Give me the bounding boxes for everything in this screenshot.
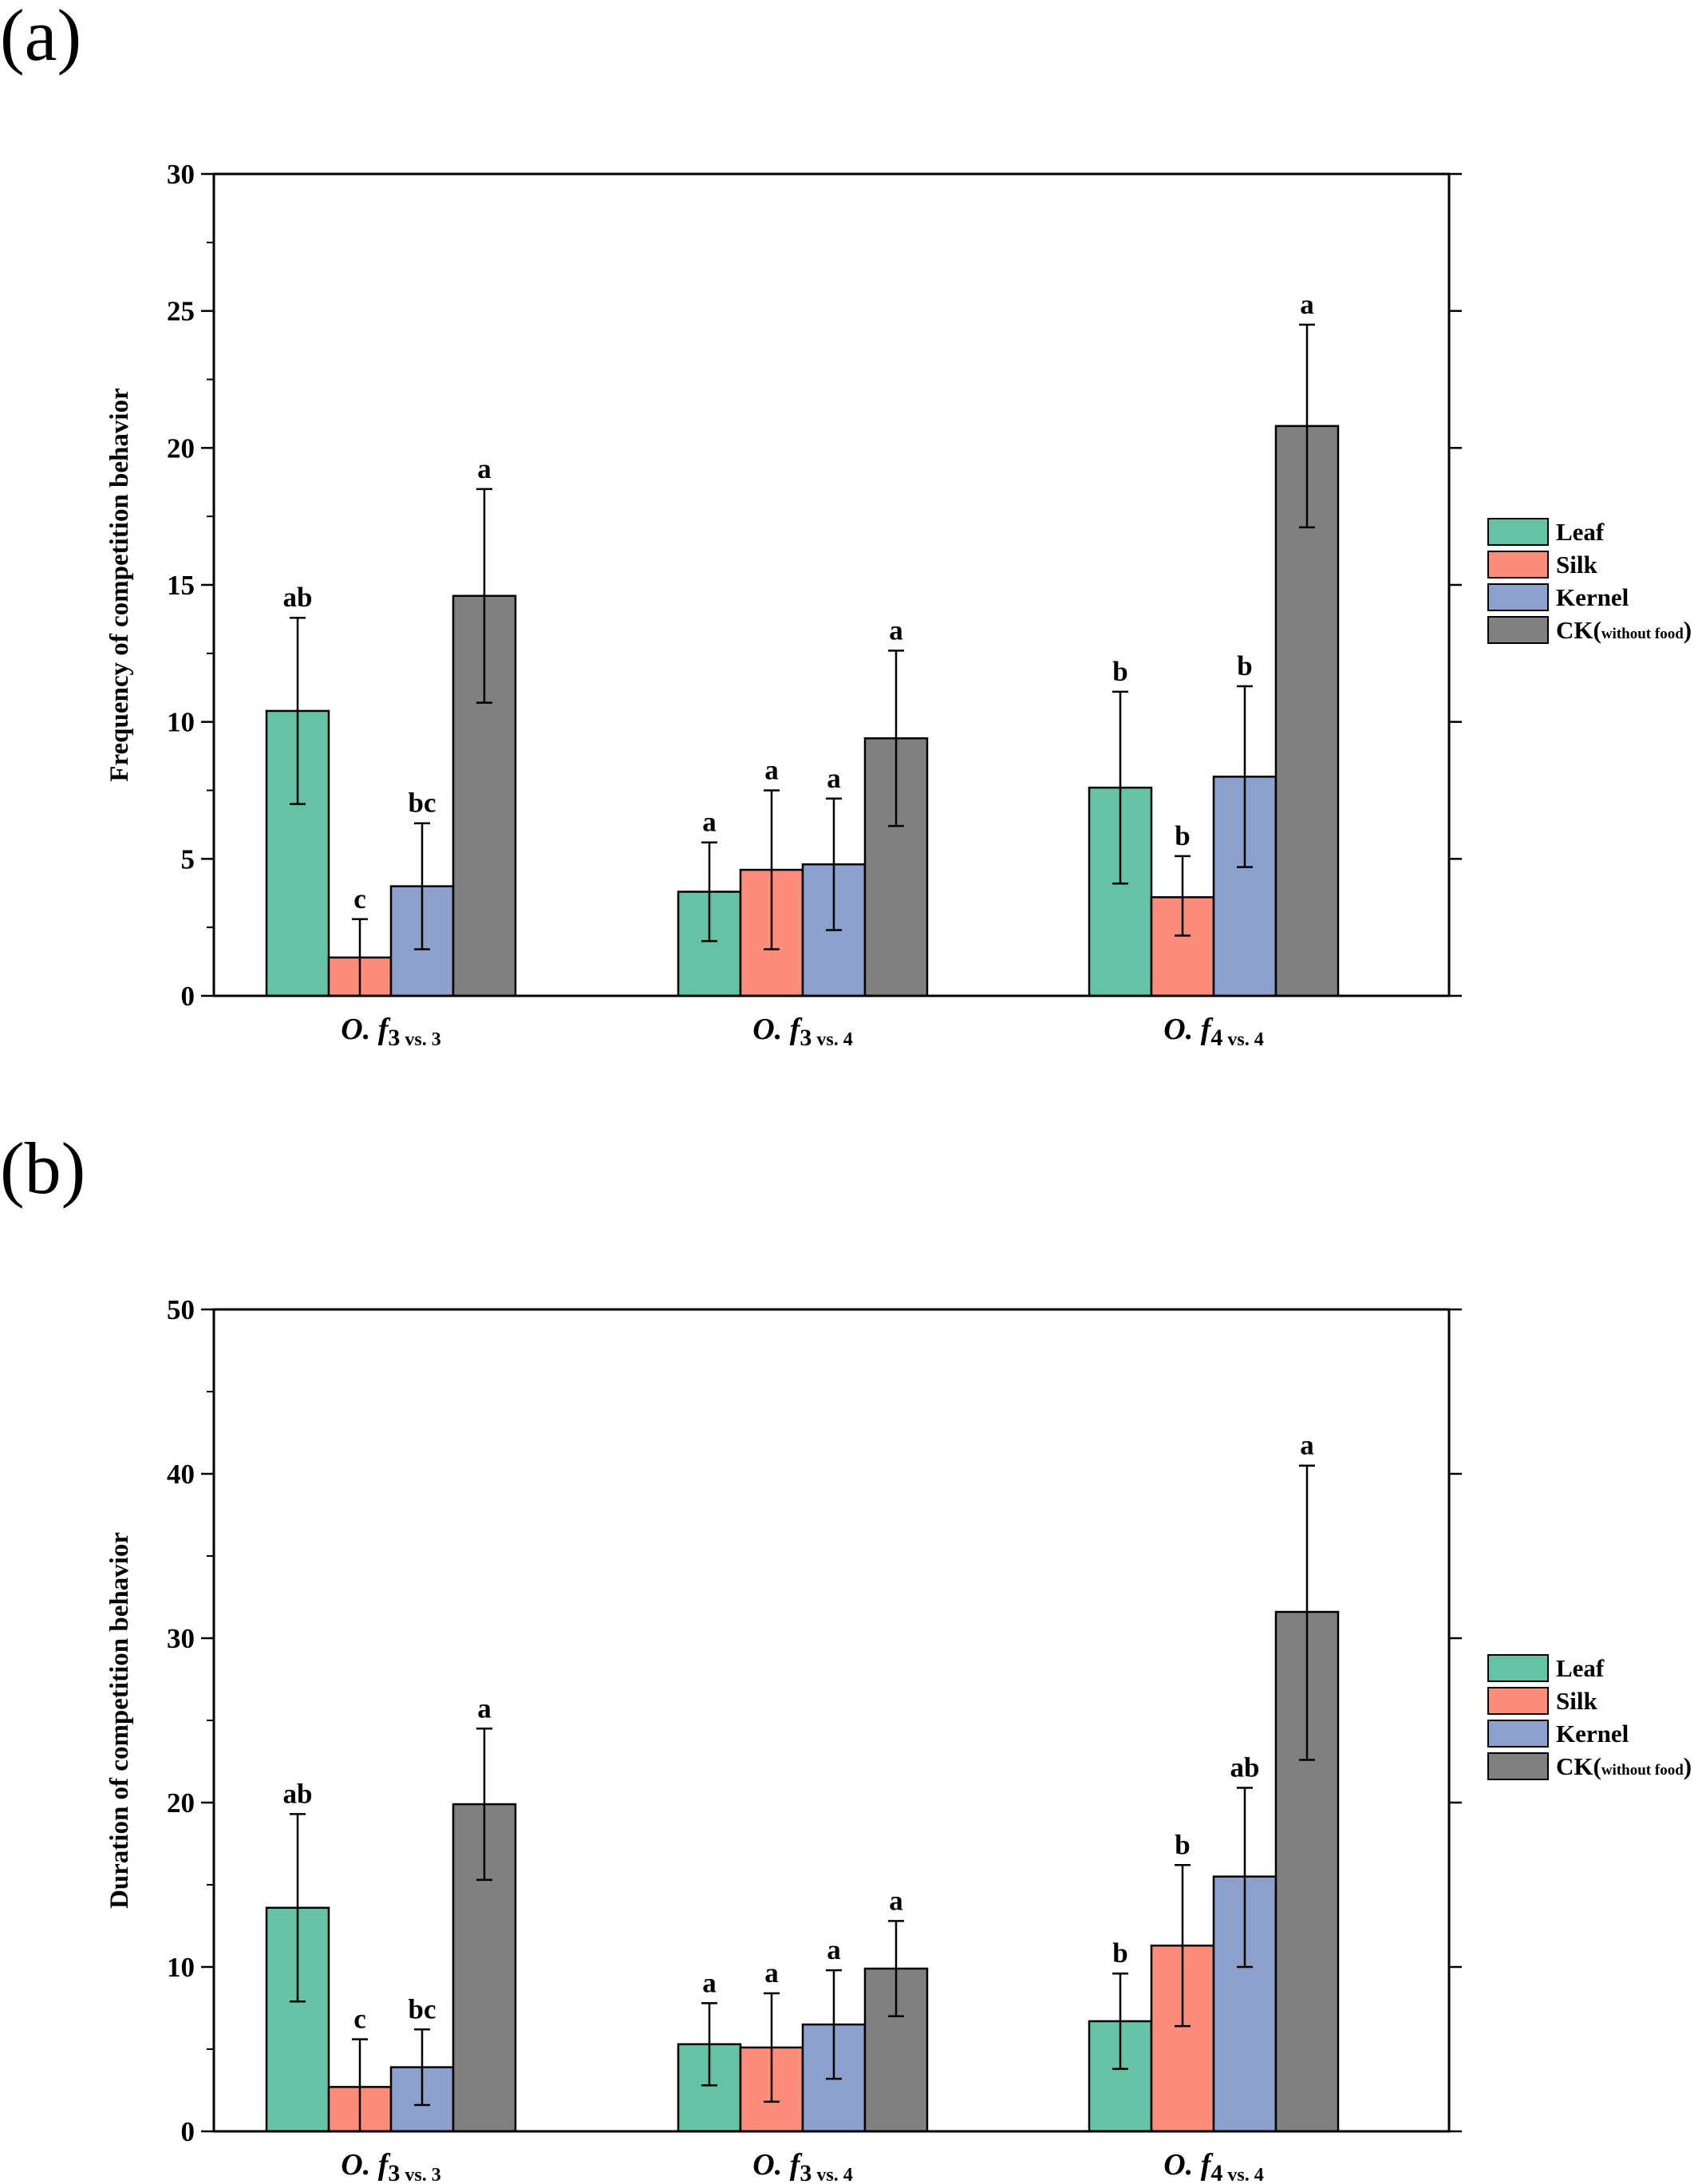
y-tick-label: 30 <box>167 159 195 190</box>
significance-letter: ab <box>283 582 313 613</box>
y-tick-label: 30 <box>167 1623 195 1654</box>
legend-swatch-ck <box>1487 616 1549 644</box>
significance-letter: c <box>353 2004 366 2035</box>
y-axis-label: Frequency of competition behavior <box>105 388 134 781</box>
significance-letter: b <box>1175 1829 1190 1860</box>
x-tick-label: O. f3 vs. 4 <box>752 1013 852 1051</box>
significance-letter: b <box>1175 820 1190 851</box>
legend-swatch-silk <box>1487 551 1549 579</box>
x-tick-label: O. f3 vs. 3 <box>341 2148 440 2184</box>
significance-letter: b <box>1112 656 1127 687</box>
significance-letter: a <box>764 755 779 786</box>
panel-label-b: (b) <box>0 1128 86 1209</box>
significance-letter: a <box>764 1957 779 1989</box>
y-tick-label: 20 <box>167 432 195 464</box>
significance-letter: a <box>889 1885 903 1916</box>
x-tick-label: O. f4 vs. 4 <box>1163 2148 1263 2184</box>
significance-letter: a <box>1300 289 1314 320</box>
significance-letter: bc <box>409 1993 436 2024</box>
significance-letter: a <box>477 453 492 484</box>
legend-label-leaf: Leaf <box>1556 518 1605 546</box>
significance-letter: a <box>827 763 841 794</box>
y-tick-label: 20 <box>167 1787 195 1819</box>
legend-label-ck: CK(without food) <box>1556 1752 1692 1780</box>
y-axis-label: Duration of competition behavior <box>105 1532 134 1909</box>
legend-label-kernel: Kernel <box>1556 1720 1629 1748</box>
y-tick-label: 5 <box>181 843 195 875</box>
legend-label-ck: CK(without food) <box>1556 616 1692 644</box>
significance-letter: ab <box>1230 1752 1260 1783</box>
significance-letter: bc <box>409 788 436 819</box>
significance-letter: a <box>702 807 717 838</box>
legend: Leaf Silk Kernel CK(without food) <box>1487 1654 1692 1780</box>
x-tick-label: O. f4 vs. 4 <box>1163 1013 1263 1051</box>
x-tick-label: O. f3 vs. 3 <box>341 1013 440 1051</box>
y-tick-label: 50 <box>167 1294 195 1325</box>
significance-letter: a <box>702 1967 717 1998</box>
legend-label-kernel: Kernel <box>1556 583 1629 611</box>
significance-letter: ab <box>283 1778 313 1809</box>
legend-label-silk: Silk <box>1556 1687 1597 1715</box>
significance-letter: a <box>889 614 903 646</box>
chart-panel-a: Frequency of competition behavior 0 5 10 15 2… <box>105 159 1692 1051</box>
significance-letter: c <box>353 883 366 914</box>
y-tick-label: 10 <box>167 707 195 738</box>
plot-frame <box>212 172 1451 997</box>
y-tick-label: 10 <box>167 1952 195 1983</box>
y-tick-label: 40 <box>167 1459 195 1490</box>
panel-label-a: (a) <box>0 0 82 76</box>
legend-swatch-ck <box>1487 1752 1549 1780</box>
significance-letter: b <box>1112 1937 1127 1969</box>
x-tick-label: O. f3 vs. 4 <box>752 2148 852 2184</box>
chart-panel-b: Duration of competition behavior 0 10 20 30 4… <box>105 1294 1692 2184</box>
legend-label-leaf: Leaf <box>1556 1654 1605 1682</box>
legend-swatch-kernel <box>1487 1720 1549 1748</box>
legend-swatch-leaf <box>1487 518 1549 546</box>
significance-letter: a <box>477 1692 492 1724</box>
y-tick-label: 0 <box>181 2116 195 2147</box>
plot-frame <box>212 1308 1451 2133</box>
significance-letter: a <box>1300 1430 1314 1461</box>
y-tick-label: 15 <box>167 570 195 601</box>
significance-letter: b <box>1237 650 1252 681</box>
legend-swatch-silk <box>1487 1687 1549 1715</box>
y-tick-label: 25 <box>167 296 195 327</box>
legend: Leaf Silk Kernel CK(without food) <box>1487 518 1692 644</box>
significance-letter: a <box>827 1934 841 1965</box>
legend-label-silk: Silk <box>1556 551 1597 579</box>
legend-swatch-leaf <box>1487 1654 1549 1682</box>
y-tick-label: 0 <box>181 981 195 1012</box>
legend-swatch-kernel <box>1487 583 1549 611</box>
